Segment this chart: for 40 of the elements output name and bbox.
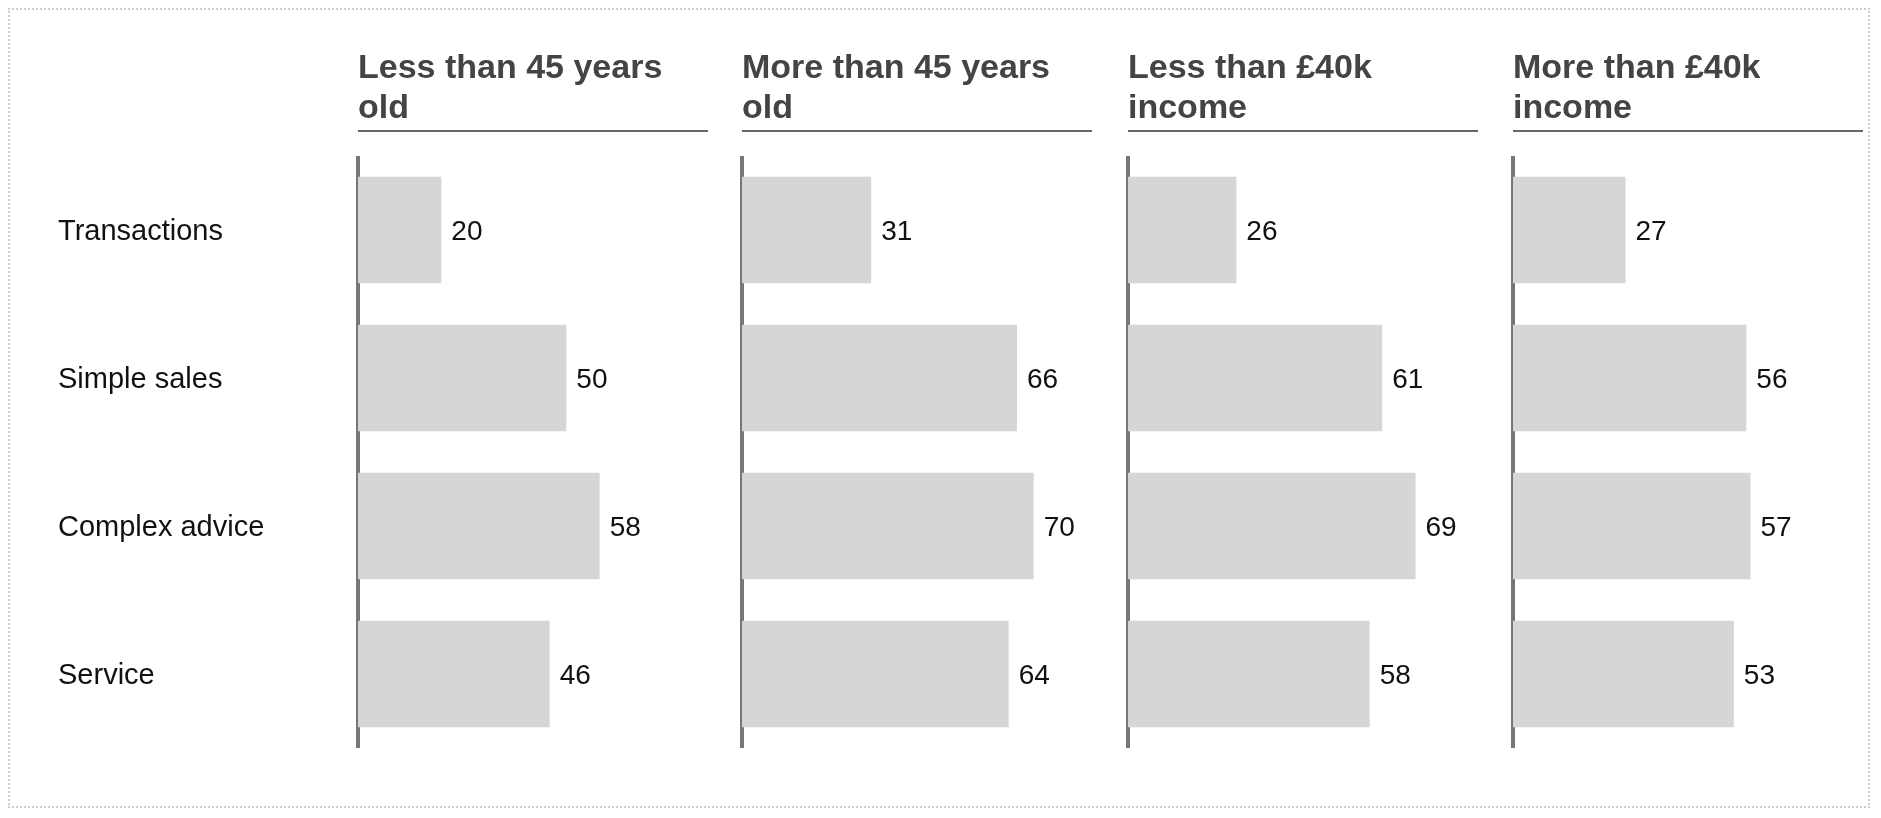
data-label: 53: [1743, 658, 1775, 690]
bar: [742, 176, 872, 284]
bar: [1128, 324, 1383, 432]
data-label: 69: [1425, 510, 1457, 542]
y-tick-label: Service: [58, 658, 155, 690]
bar: [742, 472, 1034, 580]
y-tick-label: Simple sales: [58, 362, 223, 394]
bar: [1513, 620, 1734, 728]
bar: [1128, 176, 1237, 284]
chart-title: Less than 45 years old: [358, 28, 708, 132]
data-label: 26: [1246, 214, 1278, 246]
chart-title: Less than £40k income: [1128, 28, 1478, 132]
data-label: 50: [576, 362, 608, 394]
bar: [742, 620, 1009, 728]
data-label: 27: [1635, 214, 1667, 246]
data-label: 56: [1756, 362, 1788, 394]
bar: [1128, 472, 1416, 580]
data-label: 46: [559, 658, 591, 690]
data-label: 20: [451, 214, 483, 246]
data-label: 58: [1379, 658, 1411, 690]
bar: [358, 620, 550, 728]
bar: [1513, 324, 1747, 432]
data-label: 31: [881, 214, 913, 246]
data-label: 57: [1760, 510, 1792, 542]
data-label: 61: [1392, 362, 1424, 394]
bar: [742, 324, 1017, 432]
data-label: 64: [1018, 658, 1050, 690]
bar: [1513, 472, 1751, 580]
bar: [358, 176, 442, 284]
data-label: 70: [1043, 510, 1075, 542]
chart-title: More than £40k income: [1513, 28, 1863, 132]
bar: [358, 472, 600, 580]
chart-title: More than 45 years old: [742, 28, 1092, 132]
data-label: 58: [609, 510, 641, 542]
bar: [1513, 176, 1626, 284]
bar: [1128, 620, 1370, 728]
bar: [358, 324, 567, 432]
y-tick-label: Complex advice: [58, 510, 265, 542]
data-label: 66: [1027, 362, 1059, 394]
y-tick-label: Transactions: [58, 214, 223, 246]
